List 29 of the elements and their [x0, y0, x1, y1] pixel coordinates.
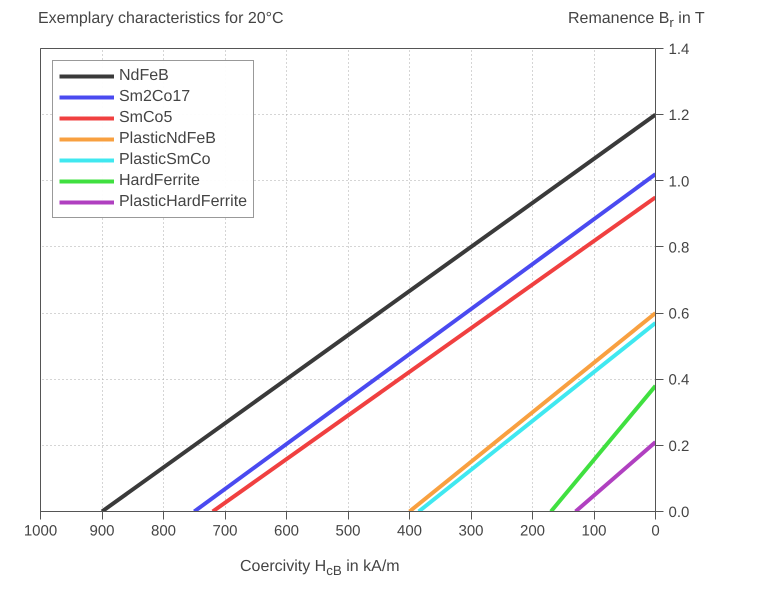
legend-label: SmCo5	[119, 109, 172, 127]
x-tick-label: 700	[212, 522, 238, 540]
y-tick-label: 1.2	[668, 107, 690, 124]
x-tick-label: 0	[651, 522, 660, 540]
legend-label: NdFeB	[119, 67, 169, 85]
y-tick-label: 1.0	[668, 173, 690, 190]
x-tick-label: 300	[458, 522, 484, 540]
legend-label: PlasticNdFeB	[119, 130, 216, 148]
x-axis-title: Coercivity H$_{cB}$ in kA/m	[240, 557, 400, 580]
x-tick-label: 500	[335, 522, 361, 540]
x-tick-label: 200	[520, 522, 546, 540]
y-axis-title: Remanence B$_{r}$ in T	[568, 9, 705, 32]
legend-label: HardFerrite	[119, 172, 200, 190]
y-tick-label: 0.2	[668, 438, 690, 455]
legend-label: PlasticHardFerrite	[119, 193, 248, 211]
x-tick-label: 600	[274, 522, 300, 540]
x-tick-label: 400	[396, 522, 422, 540]
x-tick-label: 1000	[24, 522, 58, 540]
chart-title: Exemplary characteristics for 20°C	[38, 9, 284, 29]
x-tick-label: 900	[89, 522, 115, 540]
legend-label: Sm2Co17	[119, 88, 190, 106]
y-tick-label: 0.6	[668, 306, 690, 323]
y-tick-label: 1.4	[668, 41, 690, 58]
legend-label: PlasticSmCo	[119, 151, 211, 169]
y-tick-label: 0.8	[668, 239, 690, 256]
x-tick-label: 100	[581, 522, 607, 540]
y-tick-label: 0.4	[668, 372, 690, 389]
y-tick-label: 0.0	[668, 504, 690, 521]
x-tick-label: 800	[150, 522, 176, 540]
